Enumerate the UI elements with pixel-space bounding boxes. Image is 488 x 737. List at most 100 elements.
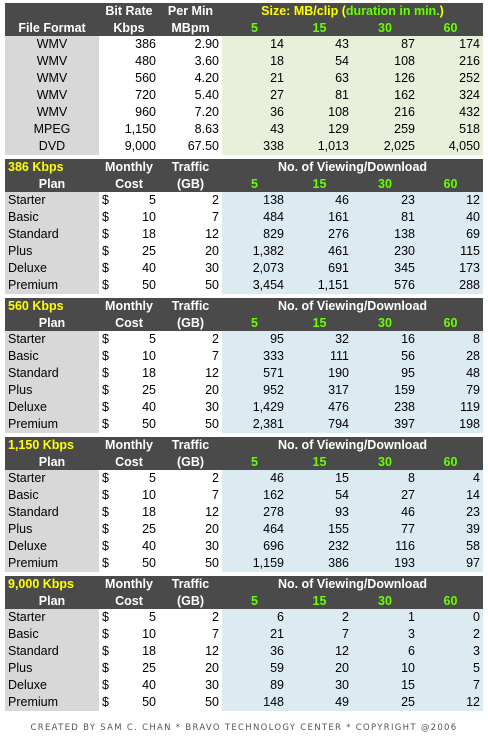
data-table: Bit Rate Per Min Size: MB/clip (duration i…	[5, 3, 483, 711]
viewing-count: 36	[222, 643, 287, 660]
size-value: 324	[418, 87, 483, 104]
viewing-count: 2,381	[222, 416, 287, 433]
plan-row: Deluxe $40 30 89 30 15 7	[5, 677, 483, 694]
cost-value: 10	[142, 627, 156, 641]
viewing-count: 161	[287, 209, 352, 226]
monthly-cost: $50	[99, 416, 159, 433]
traffic-value: 50	[159, 555, 222, 572]
monthly-cost: $50	[99, 277, 159, 294]
monthly-cost: $40	[99, 677, 159, 694]
viewing-count: 155	[287, 521, 352, 538]
plan-row: Deluxe $40 30 696 232 116 58	[5, 538, 483, 555]
cost-value: 5	[149, 193, 156, 207]
plan-row: Plus $25 20 59 20 10 5	[5, 660, 483, 677]
plan-header: Plan	[5, 315, 99, 331]
viewing-count: 278	[222, 504, 287, 521]
size-value: 129	[287, 121, 352, 138]
gb-header: (GB)	[159, 454, 222, 470]
size-value: 4,050	[418, 138, 483, 155]
viewing-count: 54	[287, 487, 352, 504]
traffic-value: 12	[159, 504, 222, 521]
size-value: 43	[222, 121, 287, 138]
cost-wrapper: $40	[102, 538, 156, 555]
cost-value: 18	[142, 227, 156, 241]
duration-header: 15	[287, 315, 352, 331]
duration-header: 30	[352, 176, 418, 192]
viewing-count: 2,073	[222, 260, 287, 277]
cost-value: 18	[142, 505, 156, 519]
plan-row: Basic $10 7 21 7 3 2	[5, 626, 483, 643]
viewing-count: 69	[418, 226, 483, 243]
gap-cell	[5, 572, 483, 576]
size-value: 2,025	[352, 138, 418, 155]
traffic-value: 2	[159, 470, 222, 487]
size-value: 63	[287, 70, 352, 87]
viewing-count: 159	[352, 382, 418, 399]
cost-wrapper: $40	[102, 260, 156, 277]
viewing-header: No. of Viewing/Download	[222, 437, 483, 454]
format-name: WMV	[5, 87, 99, 104]
cost-value: 18	[142, 366, 156, 380]
size-value: 43	[287, 36, 352, 53]
traffic-value: 20	[159, 521, 222, 538]
cost-value: 5	[149, 471, 156, 485]
plan-header-row-1: 386 Kbps Monthly Traffic No. of Viewing/Dow…	[5, 159, 483, 176]
format-row: WMV 480 3.60 18 54 108 216	[5, 53, 483, 70]
plan-header-row-1: 560 Kbps Monthly Traffic No. of Viewing/Dow…	[5, 298, 483, 315]
viewing-count: 49	[287, 694, 352, 711]
size-unit: MB/clip (	[293, 4, 346, 18]
traffic-value: 7	[159, 348, 222, 365]
plan-name: Standard	[5, 365, 99, 382]
viewing-count: 6	[352, 643, 418, 660]
viewing-count: 276	[287, 226, 352, 243]
plan-name: Deluxe	[5, 538, 99, 555]
plan-row: Plus $25 20 464 155 77 39	[5, 521, 483, 538]
gb-header: (GB)	[159, 176, 222, 192]
currency-symbol: $	[102, 366, 109, 380]
format-header-row-2: File Format Kbps MBpm 5 15 30 60	[5, 20, 483, 36]
cost-wrapper: $5	[102, 331, 156, 348]
mbpm-value: 3.60	[159, 53, 222, 70]
viewing-count: 10	[352, 660, 418, 677]
plan-row: Deluxe $40 30 2,073 691 345 173	[5, 260, 483, 277]
viewing-count: 317	[287, 382, 352, 399]
plan-header-row-2: Plan Cost (GB) 5 15 30 60	[5, 315, 483, 331]
currency-symbol: $	[102, 349, 109, 363]
duration-header: 5	[222, 315, 287, 331]
viewing-count: 1	[352, 609, 418, 626]
viewing-count: 95	[352, 365, 418, 382]
plan-header-row-2: Plan Cost (GB) 5 15 30 60	[5, 454, 483, 470]
plan-row: Deluxe $40 30 1,429 476 238 119	[5, 399, 483, 416]
viewing-count: 397	[352, 416, 418, 433]
format-name: WMV	[5, 70, 99, 87]
currency-symbol: $	[102, 400, 109, 414]
format-name: MPEG	[5, 121, 99, 138]
monthly-cost: $10	[99, 209, 159, 226]
size-value: 108	[352, 53, 418, 70]
size-value: 174	[418, 36, 483, 53]
currency-symbol: $	[102, 627, 109, 641]
currency-symbol: $	[102, 678, 109, 692]
plan-name: Starter	[5, 331, 99, 348]
plan-name: Basic	[5, 626, 99, 643]
plan-name: Premium	[5, 416, 99, 433]
viewing-count: 190	[287, 365, 352, 382]
viewing-count: 484	[222, 209, 287, 226]
viewing-count: 30	[287, 677, 352, 694]
monthly-cost: $40	[99, 538, 159, 555]
cost-wrapper: $50	[102, 416, 156, 433]
monthly-cost: $18	[99, 365, 159, 382]
size-value: 518	[418, 121, 483, 138]
size-value: 36	[222, 104, 287, 121]
traffic-value: 7	[159, 626, 222, 643]
traffic-value: 30	[159, 538, 222, 555]
gap-cell	[5, 155, 483, 159]
traffic-value: 12	[159, 643, 222, 660]
cost-wrapper: $25	[102, 382, 156, 399]
plan-row: Plus $25 20 1,382 461 230 115	[5, 243, 483, 260]
traffic-value: 12	[159, 226, 222, 243]
currency-symbol: $	[102, 278, 109, 292]
viewing-count: 193	[352, 555, 418, 572]
plan-row: Plus $25 20 952 317 159 79	[5, 382, 483, 399]
plan-name: Starter	[5, 609, 99, 626]
